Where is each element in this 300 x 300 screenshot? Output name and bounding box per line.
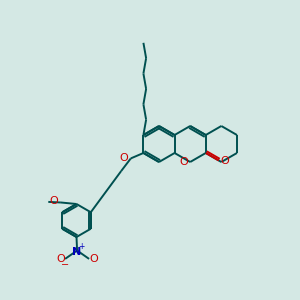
- Text: N: N: [73, 247, 82, 257]
- Text: O: O: [179, 157, 188, 167]
- Text: +: +: [78, 242, 85, 251]
- Text: O: O: [56, 254, 65, 265]
- Text: −: −: [61, 260, 69, 270]
- Text: O: O: [220, 155, 229, 166]
- Text: O: O: [120, 153, 129, 163]
- Text: O: O: [89, 254, 98, 265]
- Text: O: O: [49, 196, 58, 206]
